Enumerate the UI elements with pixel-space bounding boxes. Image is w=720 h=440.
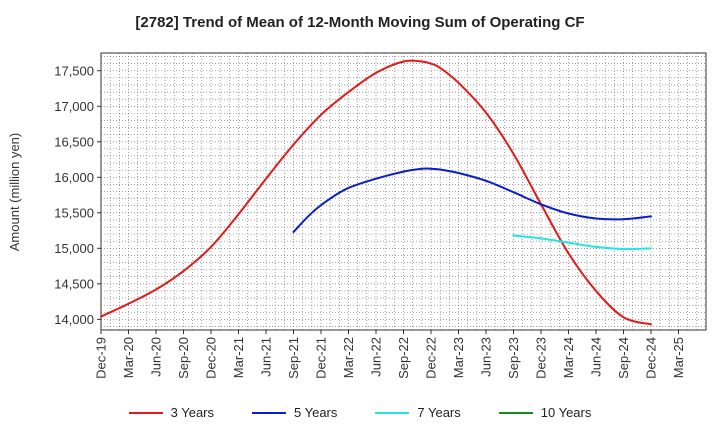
series-line-5-years	[292, 167, 652, 233]
legend-item-10-years: 10 Years	[498, 405, 592, 420]
series-line-3-years	[100, 59, 652, 326]
x-tick-label: Dec-19	[94, 337, 109, 379]
x-tick-label: Dec-20	[204, 337, 219, 379]
x-tick-label: Mar-24	[561, 337, 576, 378]
series-line-7-years	[512, 234, 652, 251]
legend-item-7-years: 7 Years	[375, 405, 461, 420]
x-tick-label: Jun-24	[589, 337, 604, 377]
legend-label: 7 Years	[417, 405, 461, 420]
x-tick-label: Mar-22	[341, 337, 356, 378]
x-tick-label: Dec-22	[424, 337, 439, 379]
x-tick-label: Sep-23	[506, 337, 521, 379]
y-axis-label: Amount (million yen)	[7, 133, 22, 252]
x-tick-label: Mar-25	[671, 337, 686, 378]
x-tick-label: Sep-21	[286, 337, 301, 379]
x-tick-label: Sep-24	[616, 337, 631, 379]
x-tick-label: Mar-20	[121, 337, 136, 378]
legend-label: 3 Years	[170, 405, 214, 420]
y-tick-label: 16,500	[54, 134, 94, 149]
series-layer	[100, 59, 652, 326]
x-tick-label: Dec-21	[314, 337, 329, 379]
legend-label: 10 Years	[540, 405, 592, 420]
legend-item-3-years: 3 Years	[128, 405, 214, 420]
y-tick-label: 16,000	[54, 170, 94, 185]
y-tick-label: 14,500	[54, 276, 94, 291]
legend: 3 Years 5 Years 7 Years 10 Years	[0, 405, 720, 420]
x-tick-label: Jun-21	[259, 337, 274, 377]
legend-swatch	[375, 411, 410, 414]
x-tick-label: Dec-23	[534, 337, 549, 379]
legend-label: 5 Years	[294, 405, 338, 420]
legend-swatch	[498, 411, 533, 414]
legend-swatch	[128, 411, 163, 414]
x-tick-label: Sep-20	[176, 337, 191, 379]
x-tick-label: Jun-22	[369, 337, 384, 377]
x-tick-label: Sep-22	[396, 337, 411, 379]
y-tick-label: 17,500	[54, 63, 94, 78]
y-tick-label: 14,000	[54, 312, 94, 327]
line-chart: 14,000 14,500 15,000 15,500 16,000 16,500 17,0…	[7, 52, 707, 379]
x-tick-label: Jun-23	[479, 337, 494, 377]
grid	[100, 53, 707, 330]
x-tick-label: Dec-24	[644, 337, 659, 379]
y-tick-label: 15,000	[54, 241, 94, 256]
y-tick-label: 15,500	[54, 205, 94, 220]
x-tick-label: Mar-23	[451, 337, 466, 378]
y-tick-label: 17,000	[54, 99, 94, 114]
legend-item-5-years: 5 Years	[252, 405, 337, 420]
legend-swatch	[252, 411, 286, 414]
x-tick-label: Jun-20	[149, 337, 164, 377]
x-tick-label: Mar-21	[231, 337, 246, 378]
axes: 14,000 14,500 15,000 15,500 16,000 16,500 17,0…	[54, 52, 707, 379]
chart-title: [2782] Trend of Mean of 12-Month Moving …	[135, 14, 585, 31]
